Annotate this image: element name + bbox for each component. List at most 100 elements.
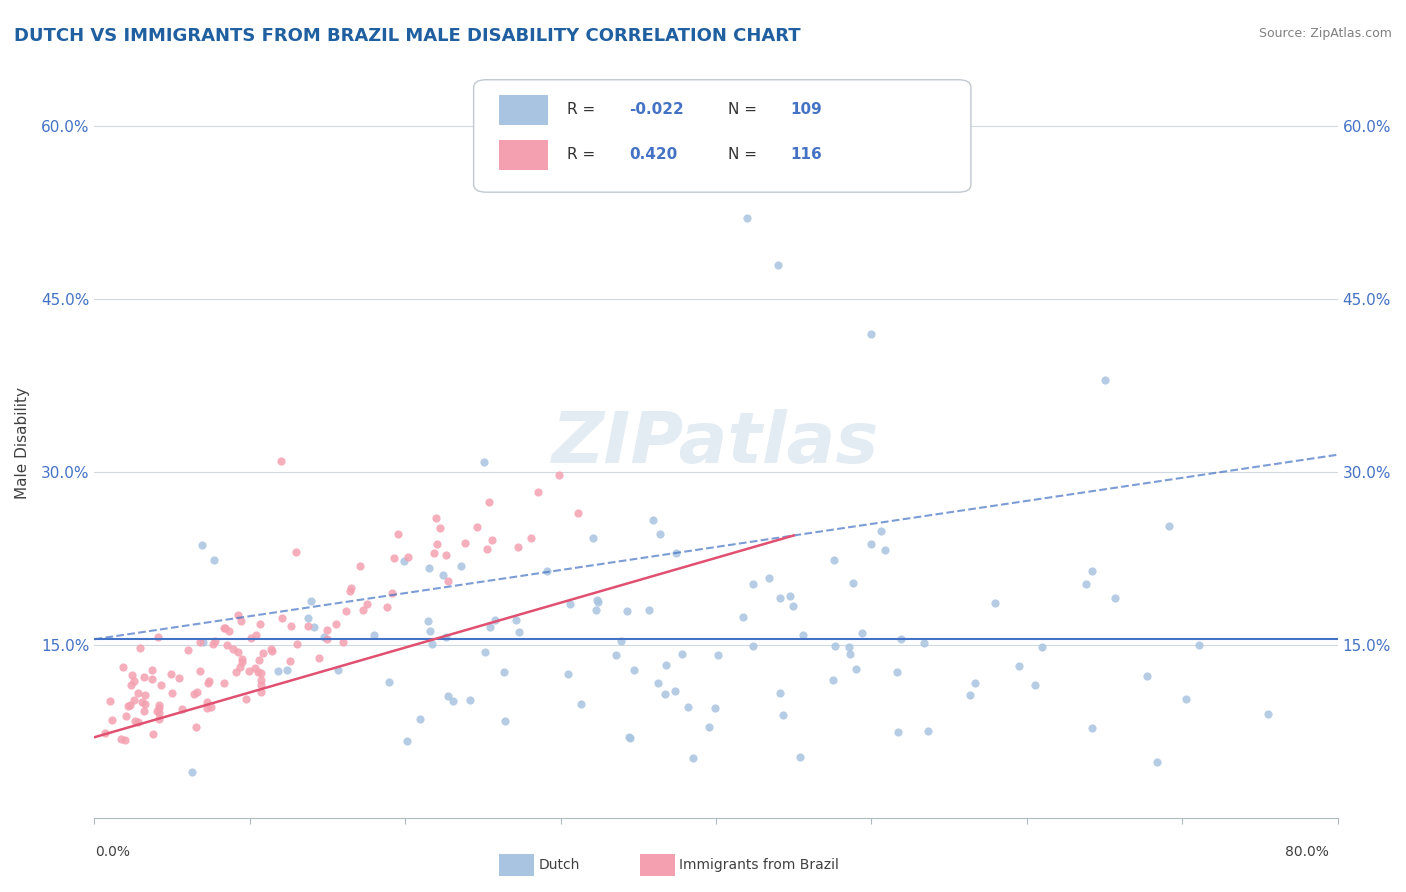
Y-axis label: Male Disability: Male Disability bbox=[15, 387, 30, 500]
Point bbox=[149, 678, 172, 692]
Point bbox=[436, 630, 458, 644]
Point bbox=[315, 623, 337, 637]
Point bbox=[285, 637, 308, 651]
Point bbox=[302, 620, 325, 634]
Point bbox=[664, 684, 686, 698]
Point bbox=[270, 453, 292, 467]
Point bbox=[779, 589, 801, 603]
Point bbox=[160, 686, 183, 700]
Point bbox=[465, 520, 488, 534]
Point bbox=[249, 616, 271, 631]
Point bbox=[131, 695, 153, 709]
Point bbox=[94, 726, 117, 740]
Point bbox=[647, 675, 669, 690]
Point bbox=[148, 706, 170, 720]
Point bbox=[1257, 707, 1279, 722]
Point bbox=[623, 663, 645, 677]
Point bbox=[191, 538, 214, 552]
Point bbox=[792, 628, 814, 642]
Point bbox=[475, 541, 498, 556]
Point bbox=[1146, 755, 1168, 769]
Point bbox=[387, 527, 409, 541]
Point bbox=[141, 664, 163, 678]
Point bbox=[437, 689, 460, 703]
Point bbox=[225, 665, 247, 680]
Point bbox=[841, 576, 863, 591]
Point bbox=[420, 637, 443, 651]
Point bbox=[202, 637, 225, 651]
Point bbox=[769, 591, 792, 605]
Point bbox=[441, 694, 464, 708]
Point bbox=[229, 614, 252, 628]
Point bbox=[423, 546, 446, 560]
Point bbox=[851, 625, 873, 640]
Point bbox=[1188, 639, 1211, 653]
Point bbox=[558, 597, 581, 611]
Point bbox=[1157, 519, 1180, 533]
Point bbox=[1008, 659, 1031, 673]
Point bbox=[585, 603, 607, 617]
Bar bbox=[499, 95, 548, 125]
Point bbox=[665, 546, 688, 560]
Point bbox=[117, 698, 139, 713]
Point bbox=[984, 596, 1007, 610]
Point bbox=[297, 619, 319, 633]
Point bbox=[506, 540, 529, 554]
Point bbox=[569, 697, 592, 711]
Point bbox=[643, 513, 665, 527]
Text: DUTCH VS IMMIGRANTS FROM BRAZIL MALE DISABILITY CORRELATION CHART: DUTCH VS IMMIGRANTS FROM BRAZIL MALE DIS… bbox=[14, 27, 800, 45]
Point bbox=[197, 676, 219, 690]
Point bbox=[481, 533, 503, 547]
Text: -0.022: -0.022 bbox=[628, 103, 683, 117]
Point bbox=[239, 631, 262, 645]
Point bbox=[418, 561, 440, 575]
Point bbox=[191, 635, 214, 649]
Point bbox=[299, 593, 322, 607]
Point bbox=[252, 646, 274, 660]
Point bbox=[250, 685, 273, 699]
Point bbox=[492, 665, 515, 680]
Point bbox=[567, 506, 589, 520]
Point bbox=[963, 676, 986, 690]
Point bbox=[121, 668, 143, 682]
Point bbox=[519, 532, 541, 546]
Point bbox=[1175, 692, 1198, 706]
Point bbox=[426, 537, 449, 551]
Point bbox=[432, 567, 454, 582]
Point bbox=[703, 701, 725, 715]
Point bbox=[619, 731, 641, 745]
Point bbox=[308, 650, 330, 665]
Point bbox=[1094, 373, 1116, 387]
FancyBboxPatch shape bbox=[474, 79, 972, 192]
Point bbox=[167, 671, 190, 685]
Text: 116: 116 bbox=[790, 147, 823, 162]
Point bbox=[231, 652, 253, 666]
Point bbox=[527, 485, 550, 500]
Point bbox=[266, 664, 288, 678]
Point bbox=[363, 628, 385, 642]
Point bbox=[478, 495, 501, 509]
Point bbox=[188, 634, 211, 648]
Text: Source: ZipAtlas.com: Source: ZipAtlas.com bbox=[1258, 27, 1392, 40]
Point bbox=[297, 611, 319, 625]
Point bbox=[204, 633, 226, 648]
Point bbox=[215, 638, 238, 652]
Point bbox=[619, 731, 641, 745]
Point bbox=[505, 613, 527, 627]
Point bbox=[235, 692, 257, 706]
Point bbox=[198, 673, 221, 688]
Point bbox=[838, 647, 860, 661]
Point bbox=[247, 653, 270, 667]
Point bbox=[184, 720, 207, 734]
Point bbox=[226, 608, 249, 623]
Point bbox=[582, 531, 605, 545]
Bar bbox=[499, 140, 548, 169]
Point bbox=[245, 628, 267, 642]
Text: 80.0%: 80.0% bbox=[1285, 846, 1329, 859]
Point bbox=[378, 675, 401, 690]
Point bbox=[396, 550, 419, 565]
Point bbox=[148, 700, 170, 714]
Point bbox=[637, 602, 659, 616]
Point bbox=[382, 551, 405, 566]
Point bbox=[870, 524, 893, 538]
